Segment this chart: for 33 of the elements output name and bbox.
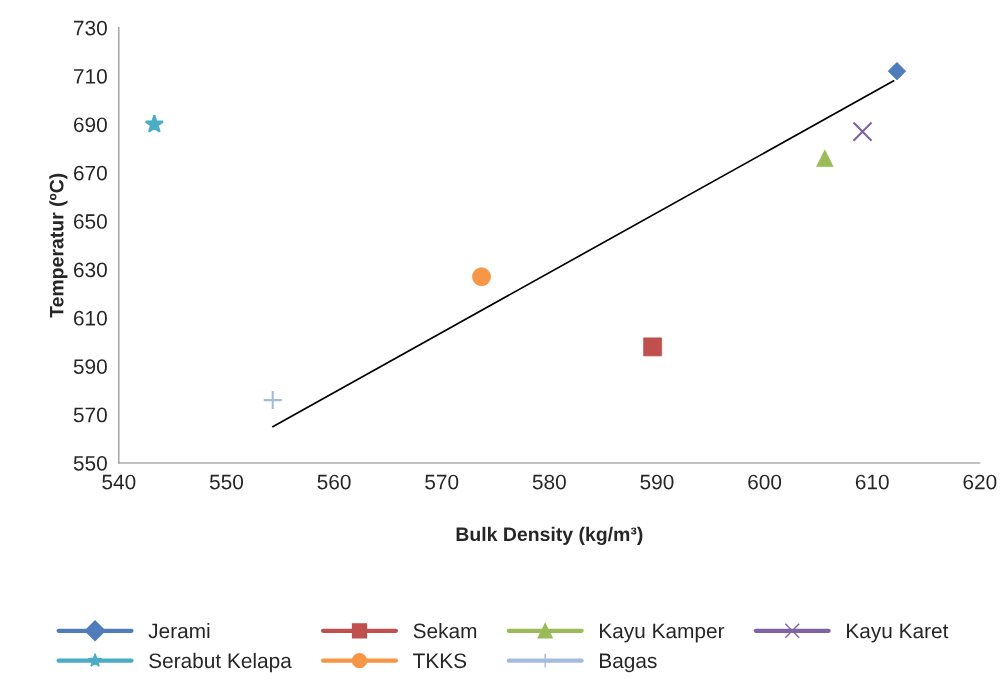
x-tick-label: 570 <box>425 474 459 490</box>
y-tick-label: 550 <box>73 455 107 471</box>
y-tick-label: 710 <box>74 69 107 84</box>
legend-label: Sekam <box>413 622 477 639</box>
point <box>852 121 873 142</box>
point <box>816 149 834 167</box>
legend-label: Bagas <box>600 653 657 673</box>
x-tick-label: 550 <box>209 474 244 490</box>
y-tick-label: 590 <box>73 359 107 374</box>
legend-label: TKKS <box>413 653 467 669</box>
y-tick-label: 630 <box>74 262 107 278</box>
x-tick-label: 540 <box>102 474 136 490</box>
y-tick-label: 730 <box>74 20 107 36</box>
x-tick-label: 580 <box>532 474 566 490</box>
y-tick-label: 690 <box>74 117 107 133</box>
x-tick-label: 600 <box>748 474 782 490</box>
y-axis-title: Temperatur (ºC) <box>49 173 68 318</box>
x-tick-label: 590 <box>640 474 674 490</box>
point <box>643 337 663 357</box>
legend-label: Kayu Karet <box>847 623 949 643</box>
y-tick-label: 570 <box>73 407 107 423</box>
point <box>262 390 283 411</box>
x-tick-label: 620 <box>963 474 997 490</box>
legend-label: Serabut Kelapa <box>149 652 292 673</box>
x-tick-label: 610 <box>855 474 889 490</box>
point <box>144 114 164 133</box>
legend-label: Kayu Kamper <box>600 623 725 643</box>
y-tick-label: 670 <box>74 165 107 181</box>
x-tick-label: 560 <box>317 474 351 490</box>
y-tick-label: 610 <box>74 310 107 326</box>
legend-label: Jerami <box>148 622 210 639</box>
y-tick-label: 650 <box>74 214 107 229</box>
x-axis-title: Bulk Density (kg/m³) <box>456 526 643 546</box>
